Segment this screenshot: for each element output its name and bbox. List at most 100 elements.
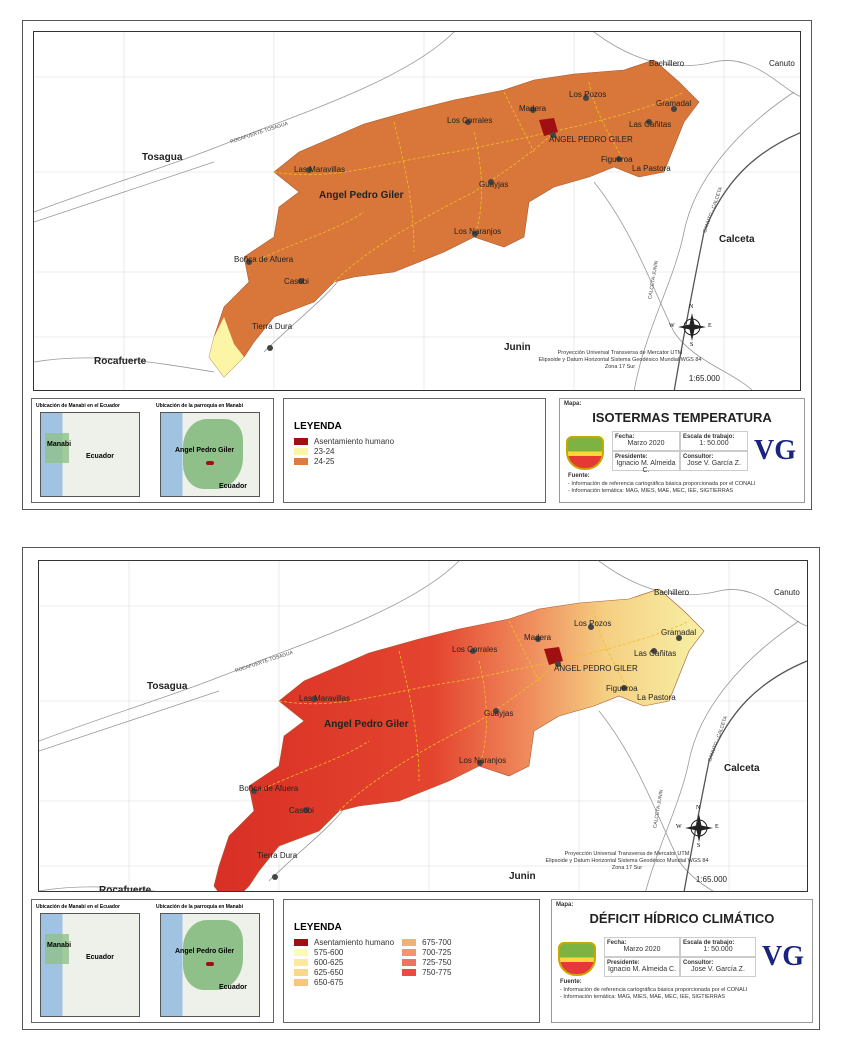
projection-text: Zona 17 Sur — [611, 865, 643, 871]
legend-swatch — [294, 968, 308, 976]
place-label: Guayjas — [484, 709, 514, 718]
settlement-dot[interactable] — [488, 179, 494, 185]
municipal-shield-logo — [566, 435, 604, 470]
legend-col: Asentamiento humano 23-24 24-25 — [294, 436, 394, 466]
settlement-dot[interactable] — [555, 661, 561, 667]
settlement-dot[interactable] — [583, 95, 589, 101]
info-label: Escala de trabajo: — [683, 433, 735, 440]
map-frame[interactable]: Tosagua Bachillero Canuto Los Pozos Gramadal… — [38, 560, 808, 892]
settlement-dot[interactable] — [588, 624, 594, 630]
settlement-dot[interactable] — [465, 119, 471, 125]
info-fecha: Fecha: Marzo 2020 — [604, 937, 680, 958]
place-label: Tosagua — [142, 152, 183, 163]
settlement-dot[interactable] — [251, 788, 257, 794]
legend-title: LEYENDA — [294, 922, 342, 933]
place-label: Las Maravillas — [299, 694, 351, 703]
map-canvas — [39, 561, 807, 892]
map-sheet: Tosagua Bachillero Canuto Los Pozos Gramadal… — [22, 547, 820, 1030]
info-presidente: Presidente: Ignacio M. Almeida C. — [604, 957, 680, 978]
boundaries — [39, 561, 807, 891]
place-label: Angel Pedro Giler — [319, 190, 404, 201]
settlement-dot[interactable] — [306, 167, 312, 173]
settlement-dot[interactable] — [651, 648, 657, 654]
legend-item: 650-675 — [294, 977, 394, 987]
compass-n-label: N — [696, 805, 701, 811]
legend-item: 600-625 — [294, 957, 394, 967]
settlement-dot[interactable] — [616, 156, 622, 162]
place-label: Los Naranjos — [454, 227, 502, 236]
compass-w-label: W — [676, 824, 682, 830]
compass-rose-icon — [685, 814, 713, 842]
parish-region[interactable] — [213, 588, 705, 892]
map-frame[interactable]: Tosagua Bachillero Canuto Los Pozos Gramadal… — [33, 31, 801, 391]
legend-label: 750-775 — [422, 967, 452, 977]
inset-label: Manabi — [47, 441, 72, 448]
legend-label: Asentamiento humano — [314, 436, 395, 446]
settlement-dot[interactable] — [298, 278, 304, 284]
fuente-label: Fuente: — [560, 979, 582, 986]
place-label: Tierra Dura — [257, 851, 298, 860]
settlement-dot[interactable] — [272, 874, 278, 880]
parish-region[interactable] — [208, 59, 700, 378]
settlement-dot[interactable] — [646, 119, 652, 125]
place-label: Canuto — [774, 588, 800, 597]
settlement-dot[interactable] — [477, 760, 483, 766]
compass-e-label: E — [715, 824, 719, 830]
fuente-line: - Información temática: MAG, MIES, MAE, … — [560, 994, 726, 1001]
info-fecha: Fecha: Marzo 2020 — [612, 430, 680, 451]
place-label: Los Pozos — [569, 90, 607, 99]
place-label: Madera — [519, 104, 547, 113]
legend-swatch — [402, 948, 417, 956]
settlement-dot[interactable] — [493, 708, 499, 714]
vg-logo: VG — [754, 434, 796, 466]
projection-text: Proyección Universal Transversa de Merca… — [564, 851, 690, 857]
place-label: Boñca de Afuera — [239, 784, 299, 793]
legend-swatch — [294, 457, 308, 465]
inset-map: Ecuador Manabi — [40, 412, 140, 497]
place-label: Gramadal — [656, 99, 692, 108]
compass-e-label: E — [708, 323, 712, 329]
place-label: Tosagua — [147, 681, 188, 692]
legend-label: 650-675 — [314, 977, 344, 987]
place-label: Guayjas — [479, 180, 509, 189]
legend-swatch — [294, 437, 308, 445]
place-label: La Pastora — [632, 164, 671, 173]
settlement-dot[interactable] — [246, 259, 252, 265]
settlement-dot[interactable] — [472, 231, 478, 237]
projection-text: Proyección Universal Transversa de Merca… — [557, 350, 683, 356]
settlement-dot[interactable] — [550, 132, 556, 138]
settlement-dot[interactable] — [621, 685, 627, 691]
settlement-dot[interactable] — [535, 636, 541, 642]
place-label: Los Corrales — [452, 645, 498, 654]
legend-swatch — [294, 948, 308, 956]
settlement-dot[interactable] — [676, 635, 682, 641]
place-label: Los Pozos — [574, 619, 612, 628]
fuente-line: - Información de referencia cartográfica… — [568, 480, 756, 487]
legend-label: 23-24 — [314, 446, 335, 456]
place-label: Los Naranjos — [459, 756, 507, 765]
legend-item: 700-725 — [402, 947, 451, 957]
legend-label: 700-725 — [422, 947, 452, 957]
legend-label: 575-600 — [314, 947, 344, 957]
projection-text: Elipsoide y Datum Horizontal Sistema Geo… — [545, 858, 709, 864]
inset-caption: Ubicación de Manabi en el Ecuador — [36, 403, 120, 409]
legend-item: 675-700 — [402, 937, 451, 947]
parish-shape — [183, 920, 243, 990]
settlement-dot[interactable] — [470, 648, 476, 654]
info-presidente: Presidente: Ignacio M. Almeida C. — [612, 450, 680, 474]
settlement-dot[interactable] — [303, 807, 309, 813]
place-label: Tierra Dura — [252, 322, 293, 331]
settlement-dot[interactable] — [267, 345, 273, 351]
place-label: Junin — [504, 342, 531, 353]
legend-swatch — [402, 958, 417, 966]
parish-marker — [206, 962, 214, 966]
manabi-shape — [45, 934, 69, 964]
inset-map: Angel Pedro Giler Ecuador — [160, 412, 260, 497]
settlement-dot[interactable] — [671, 106, 677, 112]
settlement-dot[interactable] — [311, 696, 317, 702]
info-value: Jose V. García Z. — [691, 966, 745, 974]
info-consultor: Consultor: Jose V. García Z. — [680, 450, 748, 471]
title-block: Mapa: ISOTERMAS TEMPERATURA Fecha: Marzo 20… — [559, 398, 805, 503]
north-arrow: N S E W — [676, 805, 719, 849]
settlement-dot[interactable] — [530, 107, 536, 113]
